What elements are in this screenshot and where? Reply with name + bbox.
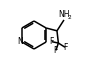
Text: F: F — [63, 43, 67, 52]
Text: F: F — [54, 46, 58, 55]
Text: 2: 2 — [67, 15, 71, 20]
Text: N: N — [17, 38, 23, 46]
Text: F: F — [50, 37, 54, 46]
Text: NH: NH — [58, 10, 70, 19]
